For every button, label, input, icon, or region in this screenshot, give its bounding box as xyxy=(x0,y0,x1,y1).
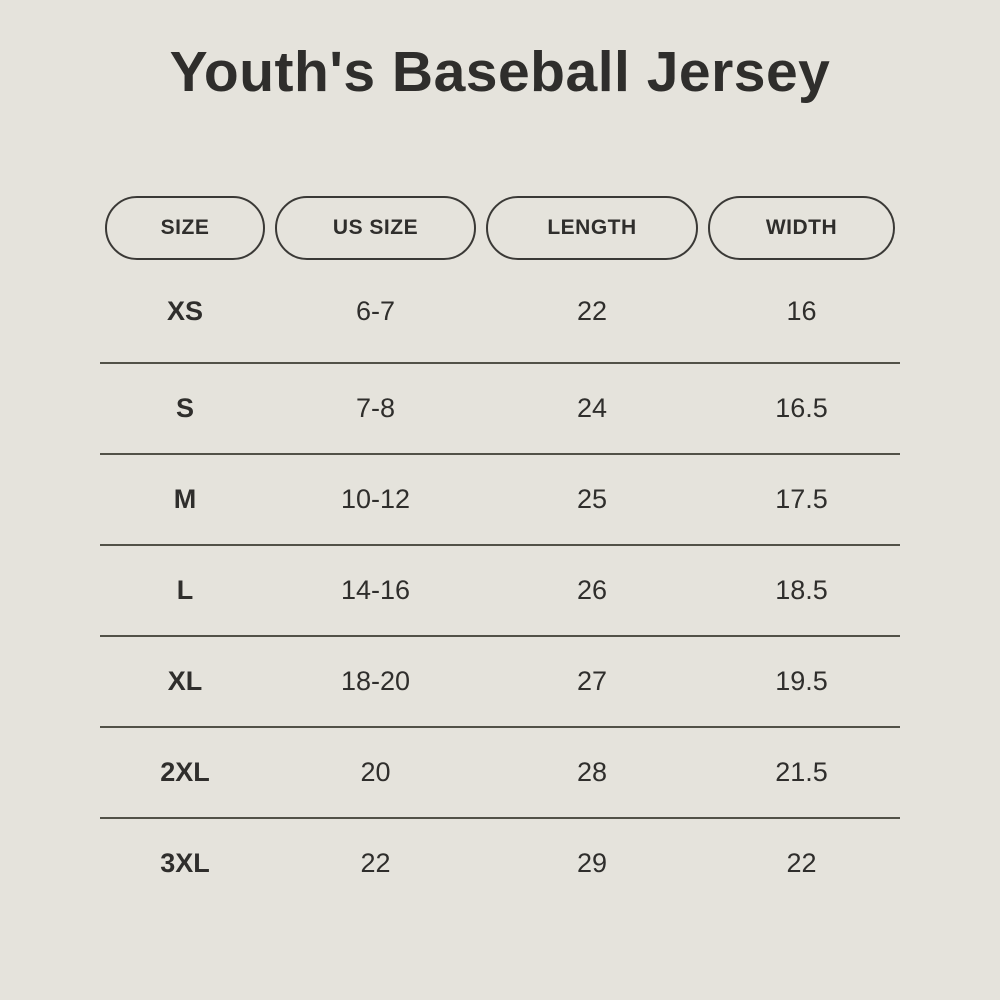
cell-width: 17.5 xyxy=(775,484,828,515)
table-row-xl: XL 18-20 27 19.5 xyxy=(100,637,900,729)
cell-length: 22 xyxy=(576,295,608,326)
cell-us-size: 18-20 xyxy=(340,666,411,697)
cell-length: 24 xyxy=(576,393,608,424)
table-row-3xl: 3XL 22 29 22 xyxy=(100,819,900,908)
column-header-size: SIZE xyxy=(105,196,265,261)
cell-width: 22 xyxy=(786,848,817,879)
cell-length: 25 xyxy=(576,484,608,515)
table-header-row: SIZE US SIZE LENGTH WIDTH xyxy=(100,196,900,261)
cell-us-size: 22 xyxy=(360,848,391,879)
cell-size: 3XL xyxy=(160,848,210,879)
cell-size: L xyxy=(176,575,194,606)
table-row-2xl: 2XL 20 28 21.5 xyxy=(100,728,900,820)
column-header-us-size: US SIZE xyxy=(275,196,476,261)
column-header-width: WIDTH xyxy=(708,196,895,261)
cell-width: 18.5 xyxy=(775,575,828,606)
cell-length: 29 xyxy=(576,848,608,879)
cell-us-size: 6-7 xyxy=(355,295,396,326)
cell-us-size: 14-16 xyxy=(340,575,411,606)
table-row-m: M 10-12 25 17.5 xyxy=(100,455,900,547)
cell-size: M xyxy=(173,484,197,515)
cell-width: 19.5 xyxy=(775,666,828,697)
cell-length: 27 xyxy=(576,666,608,697)
table-row-xs: XS 6-7 22 16 xyxy=(100,260,900,365)
cell-width: 21.5 xyxy=(775,757,828,788)
table-row-s: S 7-8 24 16.5 xyxy=(100,364,900,456)
cell-length: 26 xyxy=(576,575,608,606)
cell-width: 16 xyxy=(786,295,817,326)
cell-size: S xyxy=(175,393,194,424)
page-title: Youth's Baseball Jersey xyxy=(169,40,831,104)
cell-us-size: 7-8 xyxy=(355,393,396,424)
cell-us-size: 10-12 xyxy=(340,484,411,515)
cell-width: 16.5 xyxy=(775,393,828,424)
cell-length: 28 xyxy=(576,757,608,788)
cell-size: XL xyxy=(167,666,203,697)
cell-size: XS xyxy=(166,295,204,326)
column-header-length: LENGTH xyxy=(486,196,698,261)
cell-size: 2XL xyxy=(160,757,210,788)
cell-us-size: 20 xyxy=(360,757,391,788)
size-chart-table: SIZE US SIZE LENGTH WIDTH XS 6-7 22 16 S… xyxy=(100,196,900,908)
table-row-l: L 14-16 26 18.5 xyxy=(100,546,900,638)
